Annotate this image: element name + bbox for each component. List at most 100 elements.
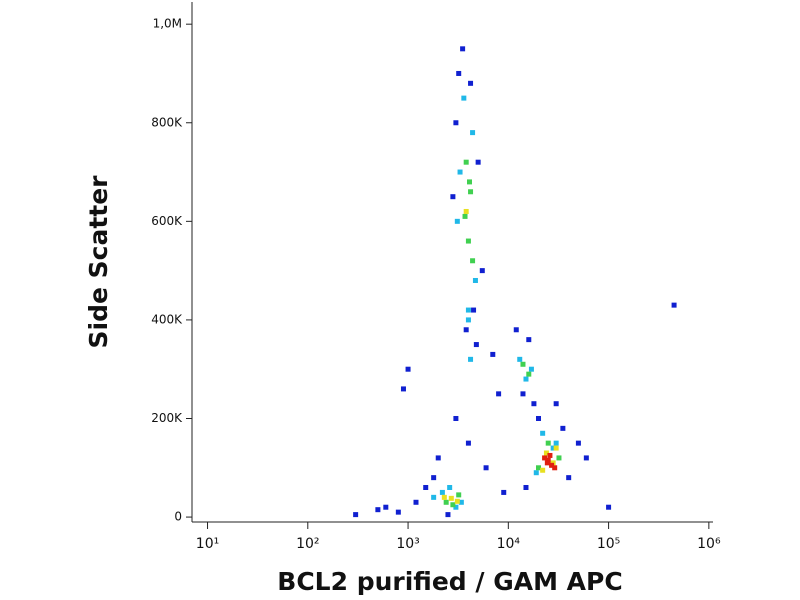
event-dot [473,342,479,348]
y-tick-label: 400K [151,312,183,326]
event-dot [431,494,437,500]
event-dot [453,504,459,510]
event-dot [353,512,359,518]
event-dot [528,366,534,372]
event-dot [606,504,612,510]
event-dot [463,327,469,333]
event-dot [468,356,474,362]
event-dot [465,440,471,446]
event-dot [540,430,546,436]
event-dot [468,80,474,86]
event-dot [550,445,556,451]
event-dot [490,351,496,357]
event-dot [575,440,581,446]
event-dot [549,462,555,468]
y-tick-label: 600K [151,214,183,228]
event-dot [471,307,477,313]
event-dot [461,95,467,101]
event-dot [413,499,419,505]
event-dot [470,130,476,136]
event-dot [513,327,519,333]
event-dot [470,258,476,264]
event-dot [466,179,472,185]
event-dot [501,489,507,495]
event-dot [447,484,453,490]
event-dot [465,238,471,244]
event-dot [456,492,462,498]
x-tick-label: 10³ [396,536,419,552]
x-tick-label: 10⁶ [697,536,721,552]
event-dot [526,337,532,343]
event-dot [456,70,462,76]
event-dot [454,498,460,504]
event-dot [543,450,549,456]
x-tick-label: 10² [296,536,319,552]
event-dot [520,391,526,397]
event-dot [671,302,677,308]
y-tick-label: 800K [151,115,183,129]
event-dot [423,484,429,490]
event-dot [450,194,456,200]
event-dot [400,386,406,392]
event-dot [542,455,548,461]
y-tick-label: 1,0M [153,17,182,31]
event-dot [517,356,523,362]
event-dot [460,46,466,52]
event-dot [465,307,471,313]
event-dot [458,499,464,505]
event-dot [463,159,469,165]
event-dot [472,277,478,283]
event-dot [448,495,454,501]
event-dot [553,440,559,446]
event-dot [553,445,559,451]
event-dot [545,440,551,446]
event-dot [553,401,559,407]
event-dot [457,169,463,175]
y-axis-title: Side Scatter [84,175,113,349]
event-dot [483,465,489,471]
event-dot [468,189,474,195]
event-dot [383,504,389,510]
y-tick-label: 0 [174,510,182,524]
event-dot [454,218,460,224]
event-dot [533,470,539,476]
event-dot [520,361,526,367]
event-dot [544,460,550,466]
event-dot [547,452,553,458]
event-dot [496,391,502,397]
event-dot [560,425,566,431]
event-dot [439,489,445,495]
event-dot [556,455,562,461]
x-tick-label: 10⁵ [597,536,620,552]
event-dot [445,512,451,518]
event-dot [431,475,437,481]
event-dot [462,213,468,219]
event-dot [583,455,589,461]
event-dot [536,415,542,421]
y-tick-label: 200K [151,411,183,425]
event-dot [450,502,456,508]
event-dot [526,371,532,377]
event-dot [531,401,537,407]
event-dot [523,484,529,490]
event-dot [395,509,401,515]
event-dot [453,415,459,421]
event-dot [475,159,481,165]
event-dot [523,376,529,382]
event-dot [479,268,485,274]
event-dot [552,465,558,471]
event-dot [566,475,572,481]
x-tick-label: 10⁴ [497,536,521,552]
event-dot [540,467,546,473]
x-tick-label: 10¹ [196,536,219,552]
event-dot [375,507,381,513]
event-dot [465,317,471,323]
event-dot [453,120,459,126]
event-dot [536,465,542,471]
x-axis-title: BCL2 purified / GAM APC [277,567,622,596]
event-dot [441,494,447,500]
event-dot [435,455,441,461]
event-dot [463,208,469,214]
event-dot [405,366,411,372]
